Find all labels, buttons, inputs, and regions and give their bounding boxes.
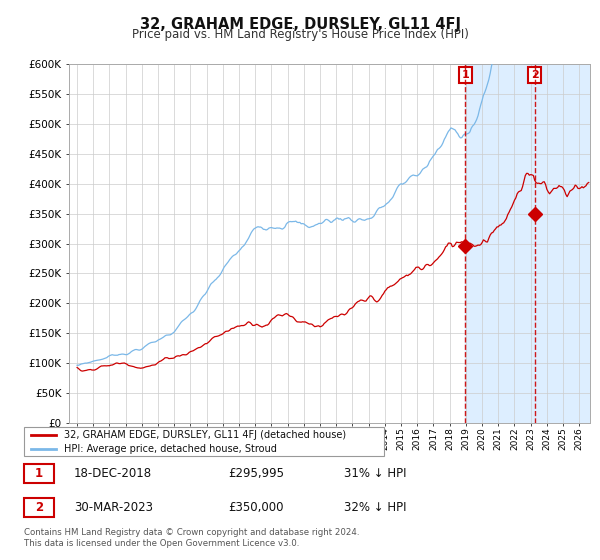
- Bar: [465, 64, 589, 423]
- Text: HPI: Average price, detached house, Stroud: HPI: Average price, detached house, Stro…: [64, 444, 277, 454]
- Text: 31% ↓ HPI: 31% ↓ HPI: [344, 467, 407, 480]
- Text: Price paid vs. HM Land Registry's House Price Index (HPI): Price paid vs. HM Land Registry's House …: [131, 28, 469, 41]
- Text: Contains HM Land Registry data © Crown copyright and database right 2024.
This d: Contains HM Land Registry data © Crown c…: [24, 528, 359, 548]
- Text: 2: 2: [531, 70, 539, 80]
- Text: 1: 1: [461, 70, 469, 80]
- Text: 30-MAR-2023: 30-MAR-2023: [74, 501, 152, 514]
- Text: 1: 1: [35, 467, 43, 480]
- FancyBboxPatch shape: [24, 498, 55, 517]
- FancyBboxPatch shape: [24, 464, 55, 483]
- Text: £295,995: £295,995: [228, 467, 284, 480]
- Text: £350,000: £350,000: [228, 501, 284, 514]
- Text: 2: 2: [35, 501, 43, 514]
- Text: 18-DEC-2018: 18-DEC-2018: [74, 467, 152, 480]
- Text: 32, GRAHAM EDGE, DURSLEY, GL11 4FJ (detached house): 32, GRAHAM EDGE, DURSLEY, GL11 4FJ (deta…: [64, 430, 346, 440]
- FancyBboxPatch shape: [24, 427, 384, 456]
- Text: 32, GRAHAM EDGE, DURSLEY, GL11 4FJ: 32, GRAHAM EDGE, DURSLEY, GL11 4FJ: [139, 17, 461, 32]
- Text: 32% ↓ HPI: 32% ↓ HPI: [344, 501, 407, 514]
